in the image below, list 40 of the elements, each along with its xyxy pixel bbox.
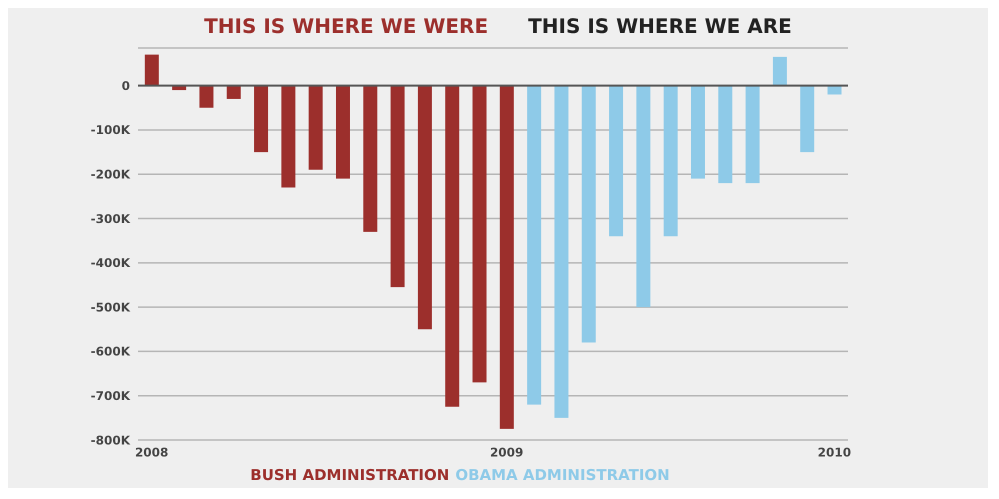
bar — [554, 86, 568, 418]
bar — [746, 86, 760, 184]
bar — [582, 86, 596, 343]
y-tick-label: 0 — [122, 78, 130, 93]
bar — [336, 86, 350, 179]
bar — [718, 86, 732, 184]
y-tick-label: -700K — [90, 388, 131, 403]
bar — [144, 54, 159, 86]
x-tick-label: 2010 — [818, 446, 852, 460]
y-tick-label: -600K — [90, 344, 131, 359]
bar — [472, 86, 487, 382]
bar — [254, 86, 268, 152]
bar — [363, 86, 378, 232]
y-tick-label: -400K — [90, 256, 131, 270]
bar — [664, 86, 678, 236]
bar — [636, 86, 650, 308]
bar — [772, 56, 787, 86]
bar — [527, 86, 542, 405]
bar — [226, 86, 241, 99]
chart-title: THIS IS WHERE WE WERE — [204, 14, 488, 40]
bar — [800, 86, 814, 152]
y-tick-label: -800K — [90, 433, 131, 448]
x-tick-label: 2008 — [134, 446, 168, 460]
bar — [609, 86, 624, 236]
text: OBAMA ADMINISTRATION — [455, 466, 670, 484]
bar — [308, 86, 323, 170]
y-tick-label: -300K — [90, 212, 131, 226]
bar — [281, 86, 296, 188]
bar — [690, 86, 705, 179]
y-tick-label: -500K — [90, 300, 131, 314]
bar — [199, 86, 214, 108]
text: BUSH ADMINISTRATION — [250, 466, 450, 484]
bar — [390, 86, 405, 288]
y-tick-label: -100K — [90, 123, 131, 138]
bar — [445, 86, 460, 407]
bar — [418, 86, 432, 330]
chart-subtitle: THIS IS WHERE WE ARE — [528, 14, 792, 40]
y-tick-label: -200K — [90, 167, 131, 182]
x-tick-label: 2009 — [490, 446, 524, 460]
bar — [500, 86, 514, 429]
